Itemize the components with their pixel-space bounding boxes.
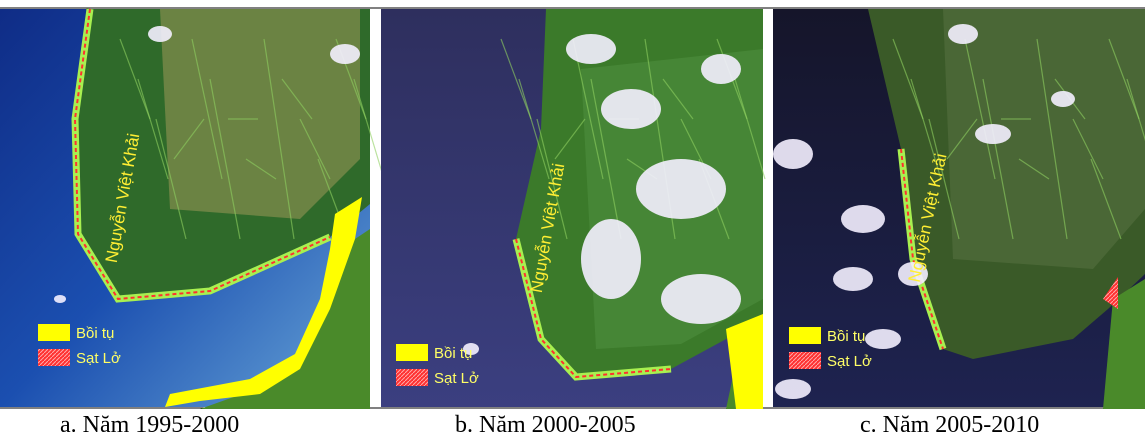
land-interior bbox=[943, 9, 1145, 269]
cloud bbox=[775, 379, 811, 399]
legend-swatch bbox=[38, 349, 70, 366]
cloud bbox=[975, 124, 1011, 144]
legend-label: Sạt Lở bbox=[827, 353, 872, 370]
cloud bbox=[148, 26, 172, 42]
cloud bbox=[601, 89, 661, 129]
legend-swatch bbox=[38, 324, 70, 341]
legend-label: Sạt Lở bbox=[76, 350, 121, 367]
cloud bbox=[833, 267, 873, 291]
cloud bbox=[948, 24, 978, 44]
cloud bbox=[661, 274, 741, 324]
legend-swatch bbox=[396, 344, 428, 361]
cloud bbox=[566, 34, 616, 64]
panel-caption: c. Năm 2005-2010 bbox=[860, 412, 1039, 438]
legend-swatch bbox=[789, 327, 821, 344]
legend-swatch bbox=[396, 369, 428, 386]
legend-label: Sạt Lở bbox=[434, 370, 479, 387]
figure: Nguyễn Việt KhảiBồi tụSạt Lởa. Năm 1995-… bbox=[0, 0, 1145, 447]
cloud bbox=[54, 295, 66, 303]
legend-label: Bồi tụ bbox=[827, 328, 865, 345]
cloud bbox=[773, 139, 813, 169]
cloud bbox=[581, 219, 641, 299]
cloud bbox=[841, 205, 885, 233]
cloud bbox=[865, 329, 901, 349]
legend-swatch bbox=[789, 352, 821, 369]
cloud bbox=[636, 159, 726, 219]
cloud bbox=[1051, 91, 1075, 107]
cloud bbox=[330, 44, 360, 64]
panel-caption: a. Năm 1995-2000 bbox=[60, 412, 239, 438]
legend-label: Bồi tụ bbox=[76, 325, 114, 342]
panel-caption: b. Năm 2000-2005 bbox=[455, 412, 636, 438]
land-interior bbox=[160, 9, 360, 219]
legend-label: Bồi tụ bbox=[434, 345, 472, 362]
cloud bbox=[701, 54, 741, 84]
